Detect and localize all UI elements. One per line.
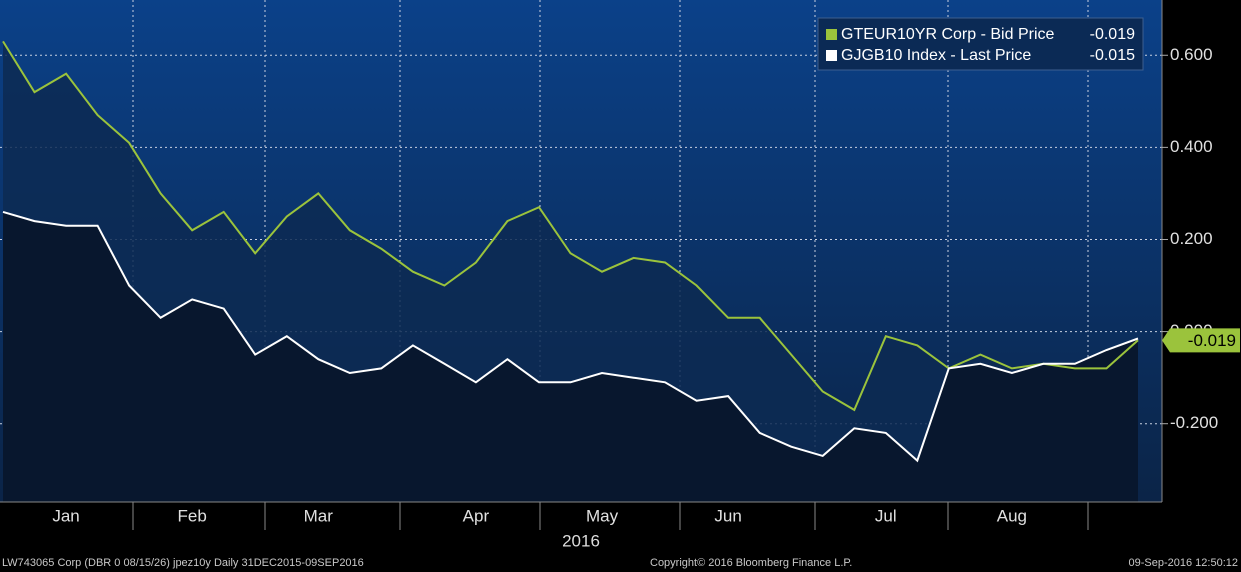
footer-right: 09-Sep-2016 12:50:12: [1129, 557, 1238, 569]
y-tick-label: 0.400: [1170, 137, 1213, 156]
x-tick-label: Mar: [304, 506, 334, 525]
x-tick-label: Aug: [997, 506, 1027, 525]
x-tick-label: May: [586, 506, 619, 525]
legend-label: GTEUR10YR Corp - Bid Price: [841, 26, 1054, 43]
axis-separators: [0, 0, 1163, 530]
last-value-label: -0.019: [1188, 331, 1236, 350]
y-tick-label: 0.200: [1170, 229, 1213, 248]
x-tick-label: Jan: [52, 506, 79, 525]
series-line: [2, 210, 1139, 463]
x-tick-label: Feb: [178, 506, 207, 525]
legend-value: -0.015: [1090, 47, 1135, 64]
x-tick-label: Jun: [714, 506, 741, 525]
x-tick-label: Apr: [463, 506, 490, 525]
axis-area: [1162, 0, 1241, 502]
legend-label: GJGB10 Index - Last Price: [841, 47, 1031, 64]
x-tick-label: Jul: [875, 506, 897, 525]
y-tick-label: -0.200: [1170, 413, 1218, 432]
footer-left: LW743065 Corp (DBR 0 08/15/26) jpez10y D…: [2, 557, 364, 569]
y-tick-label: 0.600: [1170, 45, 1213, 64]
last-value-tag: [1162, 328, 1240, 353]
footer-center: Copyright© 2016 Bloomberg Finance L.P.: [650, 557, 852, 569]
x-axis-label: 2016: [562, 531, 600, 550]
legend-swatch: [826, 29, 837, 40]
legend-swatch: [826, 50, 837, 61]
legend-box: [817, 17, 1144, 71]
legend: GTEUR10YR Corp - Bid Price -0.019 GJGB10 I…: [817, 17, 1144, 71]
legend-value: -0.019: [1090, 26, 1135, 43]
